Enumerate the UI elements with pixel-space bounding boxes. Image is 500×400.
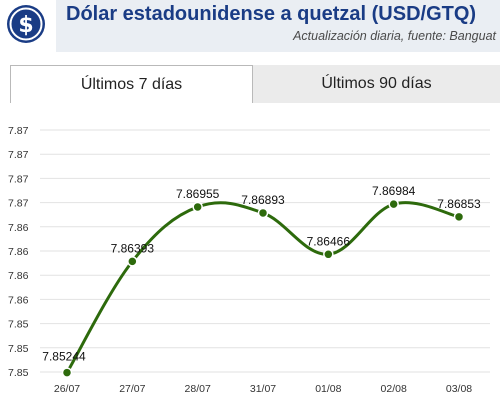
y-tick-label: 7.85 (8, 319, 29, 331)
y-tick-label: 7.87 (8, 149, 29, 161)
x-tick-label: 28/07 (185, 383, 211, 395)
data-label: 7.86984 (372, 184, 416, 198)
x-tick-label: 03/08 (446, 383, 472, 395)
svg-text:$: $ (18, 13, 33, 38)
header: $ Dólar estadounidense a quetzal (USD/GT… (0, 0, 500, 52)
x-tick-label: 02/08 (381, 383, 407, 395)
data-point[interactable] (61, 367, 73, 378)
y-tick-label: 7.85 (8, 343, 29, 355)
chart-grid (40, 129, 490, 373)
page-subtitle: Actualización diaria, fuente: Banguat (293, 29, 496, 43)
y-tick-label: 7.86 (8, 246, 29, 258)
data-point[interactable] (127, 256, 138, 267)
dollar-coin-icon: $ (7, 5, 45, 43)
data-point[interactable] (257, 207, 269, 219)
data-point[interactable] (192, 201, 203, 213)
tab-7-days[interactable]: Últimos 7 días (10, 65, 253, 103)
y-axis: 7.85 7.85 7.85 7.86 7.86 7.86 7.86 7.87 7.87 7.87… (8, 125, 29, 379)
y-tick-label: 7.87 (8, 125, 29, 137)
data-labels: 7.85244 7.86393 7.86955 7.86893 7.86466 7.869… (42, 184, 481, 363)
x-tick-label: 01/08 (315, 383, 341, 395)
y-tick-label: 7.86 (8, 270, 29, 282)
series-points (61, 198, 465, 378)
data-label: 7.85244 (42, 350, 86, 364)
data-label: 7.86893 (241, 193, 285, 207)
x-axis: 26/07 27/07 28/07 31/07 01/08 02/08 03/08 (54, 383, 472, 395)
x-tick-label: 26/07 (54, 383, 80, 395)
data-label: 7.86955 (176, 187, 220, 201)
data-label: 7.86393 (111, 241, 155, 255)
y-tick-label: 7.85 (8, 367, 29, 379)
exchange-rate-chart: 7.85 7.85 7.85 7.86 7.86 7.86 7.86 7.87 7.87 7.87… (8, 125, 490, 395)
y-tick-label: 7.87 (8, 198, 29, 210)
page-title: Dólar estadounidense a quetzal (USD/GTQ) (66, 3, 477, 25)
y-tick-label: 7.86 (8, 222, 29, 234)
data-point[interactable] (453, 211, 465, 223)
data-point[interactable] (323, 249, 334, 260)
header-band (56, 0, 500, 52)
x-tick-label: 31/07 (250, 383, 276, 395)
data-label: 7.86853 (437, 197, 481, 211)
x-tick-label: 27/07 (119, 383, 145, 395)
y-tick-label: 7.87 (8, 173, 29, 185)
tab-90-days[interactable]: Últimos 90 días (253, 65, 500, 103)
y-tick-label: 7.86 (8, 294, 29, 306)
series-line (65, 201, 460, 374)
range-tabs: Últimos 7 días Últimos 90 días (10, 65, 500, 103)
data-point[interactable] (388, 198, 399, 210)
data-label: 7.86466 (307, 234, 351, 248)
